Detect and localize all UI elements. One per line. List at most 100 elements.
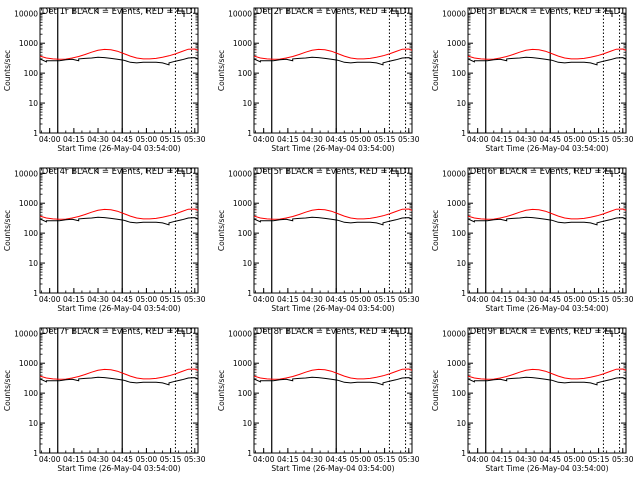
chart-title: Det 1r BLACK = Events, RED = LLD (42, 7, 193, 17)
series-lld (39, 48, 199, 60)
chart-title: Det 7r BLACK = Events, RED = LLD (42, 327, 193, 337)
legend-mark (390, 330, 399, 337)
y-tick-label: 100 (452, 69, 467, 78)
legend-mark (604, 330, 613, 337)
legend-mark (176, 330, 185, 337)
x-tick-label: 04:15 (491, 135, 513, 144)
y-tick-label: 10000 (228, 169, 252, 178)
x-tick-label: 04:15 (63, 295, 85, 304)
series-events (253, 216, 413, 226)
chart-title: Det 4r BLACK = Events, RED = LLD (42, 167, 193, 177)
series-lld (253, 48, 413, 60)
y-tick-label: 1000 (19, 39, 38, 48)
y-axis-label: Counts/sec (3, 210, 12, 251)
x-tick-label: 04:30 (87, 135, 109, 144)
x-tick-label: 04:00 (253, 455, 275, 464)
y-tick-label: 100 (238, 389, 253, 398)
y-tick-label: 10000 (442, 169, 466, 178)
x-tick-label: 05:30 (184, 135, 206, 144)
x-tick-label: 05:00 (564, 455, 586, 464)
y-tick-label: 1000 (233, 39, 252, 48)
x-tick-label: 05:15 (374, 455, 396, 464)
legend-mark (390, 170, 399, 177)
x-tick-label: 04:30 (301, 135, 323, 144)
x-tick-label: 05:15 (160, 295, 182, 304)
legend-mark (390, 10, 399, 17)
y-tick-label: 1000 (19, 359, 38, 368)
y-tick-label: 100 (238, 69, 253, 78)
x-tick-label: 05:15 (160, 455, 182, 464)
series-lld (253, 368, 413, 380)
y-tick-label: 10 (28, 259, 38, 268)
chart-title: Det 9r BLACK = Events, RED = LLD (470, 327, 621, 337)
x-tick-label: 04:45 (325, 135, 347, 144)
plot-frame (39, 327, 199, 454)
y-tick-label: 100 (452, 389, 467, 398)
y-axis-label: Counts/sec (431, 370, 440, 411)
plot-frame (39, 167, 199, 294)
x-tick-label: 05:00 (350, 295, 372, 304)
y-tick-label: 1 (247, 129, 252, 138)
series-events (467, 216, 627, 226)
x-tick-label: 05:30 (184, 295, 206, 304)
chart-title: Det 8r BLACK = Events, RED = LLD (256, 327, 407, 337)
x-axis-label: Start Time (26-May-04 03:54:00) (271, 144, 394, 153)
x-tick-label: 04:45 (539, 455, 561, 464)
y-axis-label: Counts/sec (431, 210, 440, 251)
x-tick-label: 04:30 (515, 295, 537, 304)
x-tick-label: 04:00 (467, 455, 489, 464)
x-tick-label: 05:30 (612, 295, 634, 304)
series-lld (39, 208, 199, 220)
y-tick-label: 1000 (19, 199, 38, 208)
x-tick-label: 04:15 (277, 295, 299, 304)
y-tick-label: 10000 (442, 329, 466, 338)
x-tick-label: 05:30 (184, 455, 206, 464)
y-tick-label: 1 (461, 129, 466, 138)
y-tick-label: 1 (247, 449, 252, 458)
panel-det-9: Det 9r BLACK = Events, RED = LLD 1 10 100 10… (431, 327, 634, 473)
y-tick-label: 1000 (233, 199, 252, 208)
series-lld (253, 208, 413, 220)
x-tick-label: 04:45 (111, 135, 133, 144)
x-tick-label: 04:45 (539, 135, 561, 144)
x-tick-label: 04:30 (301, 455, 323, 464)
y-tick-label: 10 (242, 419, 252, 428)
legend-mark (604, 10, 613, 17)
y-tick-label: 100 (24, 229, 39, 238)
x-tick-label: 04:00 (253, 295, 275, 304)
y-axis-label: Counts/sec (431, 50, 440, 91)
x-tick-label: 04:45 (539, 295, 561, 304)
chart-title: Det 2r BLACK = Events, RED = LLD (256, 7, 407, 17)
panel-det-7: Det 7r BLACK = Events, RED = LLD 1 10 100 10… (3, 327, 206, 473)
x-tick-label: 04:15 (491, 455, 513, 464)
x-tick-label: 04:00 (467, 135, 489, 144)
y-tick-label: 10 (242, 259, 252, 268)
x-tick-label: 05:00 (564, 295, 586, 304)
y-tick-label: 10 (28, 419, 38, 428)
x-tick-label: 04:00 (253, 135, 275, 144)
x-tick-label: 05:15 (374, 135, 396, 144)
x-tick-label: 04:30 (515, 455, 537, 464)
y-tick-label: 10 (456, 419, 466, 428)
plot-frame (467, 327, 627, 454)
x-tick-label: 04:15 (63, 455, 85, 464)
x-tick-label: 04:15 (491, 295, 513, 304)
y-tick-label: 100 (452, 229, 467, 238)
y-tick-label: 10000 (14, 329, 38, 338)
x-axis-label: Start Time (26-May-04 03:54:00) (57, 144, 180, 153)
y-tick-label: 1000 (233, 359, 252, 368)
x-tick-label: 04:45 (325, 455, 347, 464)
y-tick-label: 100 (24, 69, 39, 78)
x-tick-label: 05:15 (160, 135, 182, 144)
x-tick-label: 05:30 (398, 135, 420, 144)
y-tick-label: 10 (456, 99, 466, 108)
y-axis-label: Counts/sec (217, 210, 226, 251)
x-tick-label: 05:15 (588, 295, 610, 304)
legend-mark (604, 170, 613, 177)
x-tick-label: 04:15 (277, 455, 299, 464)
x-axis-label: Start Time (26-May-04 03:54:00) (485, 144, 608, 153)
x-tick-label: 05:00 (564, 135, 586, 144)
x-tick-label: 05:00 (350, 455, 372, 464)
y-tick-label: 1000 (447, 39, 466, 48)
